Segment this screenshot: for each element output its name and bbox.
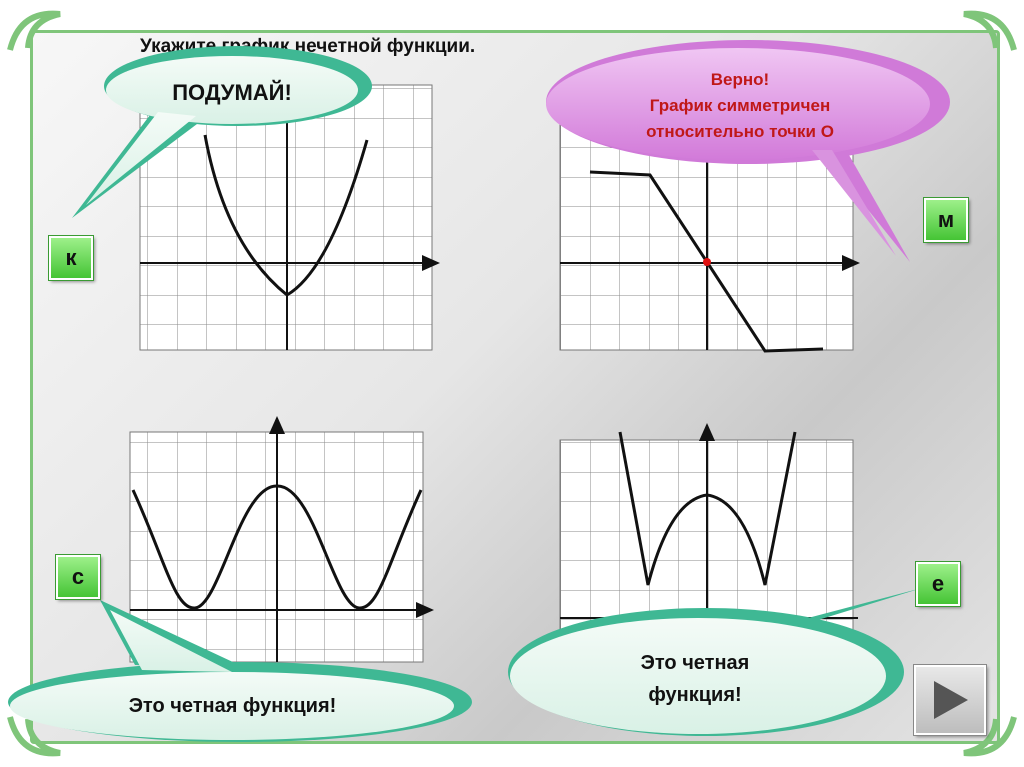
even-left-text: Это четная функция! bbox=[128, 695, 337, 717]
curve-e bbox=[618, 431, 797, 586]
graph-label-k[interactable]: к bbox=[49, 236, 93, 280]
curve-k bbox=[203, 134, 369, 297]
graph-c bbox=[129, 416, 434, 663]
graph-label-c[interactable]: с bbox=[56, 555, 100, 599]
graph-label-m[interactable]: м bbox=[924, 198, 968, 242]
next-slide-button[interactable] bbox=[914, 665, 986, 735]
curve-c bbox=[131, 484, 423, 610]
correct-bubble bbox=[546, 40, 950, 262]
even-bubble-right bbox=[508, 588, 922, 736]
origin-point bbox=[703, 258, 711, 266]
even-right-line2: функция! bbox=[648, 684, 742, 706]
correct-bubble-line1: Верно! bbox=[710, 70, 770, 89]
think-bubble-text: ПОДУМАЙ! bbox=[172, 80, 292, 105]
correct-bubble-line3: относительно точки О bbox=[646, 122, 834, 141]
even-bubble-left bbox=[8, 600, 472, 742]
think-bubble bbox=[72, 46, 372, 218]
play-triangle-icon bbox=[934, 681, 968, 719]
even-right-line1: Это четная bbox=[640, 652, 750, 674]
graph-label-e[interactable]: е bbox=[916, 562, 960, 606]
correct-bubble-line2: График симметричен bbox=[649, 96, 831, 115]
